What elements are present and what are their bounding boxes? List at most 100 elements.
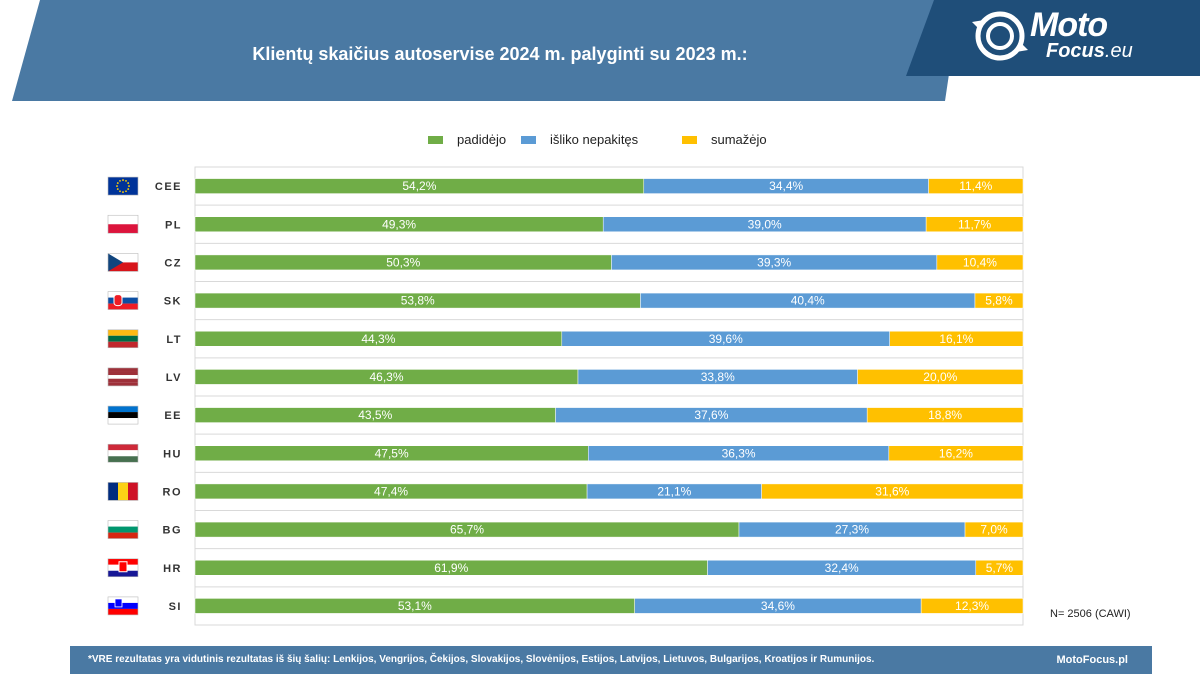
category-label: HU [163,448,182,460]
bar-segment [925,216,1024,232]
slovakia-flag-icon [108,291,138,310]
data-label: 39,0% [748,217,782,231]
data-label: 50,3% [386,255,420,269]
legend-item-decreased: sumažėjo [682,132,767,147]
data-label: 31,6% [875,484,909,498]
footer-site-link[interactable]: MotoFocus.pl [1056,654,1129,666]
logo-text-suffix: .eu [1104,40,1133,62]
hungary-flag-icon [108,444,138,463]
legend-item-increased: padidėjo [428,132,506,147]
chart-legend: padidėjo išliko nepakitęs sumažėjo [0,132,1200,152]
data-label: 10,4% [963,255,997,269]
slovenia-flag-icon [108,596,138,615]
data-label: 12,3% [955,599,989,613]
category-label: SI [169,601,182,613]
data-label: 47,4% [374,484,408,498]
legend-label-unchanged: išliko nepakitęs [550,132,639,147]
data-label: 34,6% [761,599,795,613]
data-label: 5,7% [986,561,1014,575]
data-label: 40,4% [791,294,825,308]
data-label: 16,2% [939,446,973,460]
data-label: 44,3% [361,332,395,346]
bar-segment [936,254,1024,271]
estonia-flag-icon [108,406,138,425]
bar-segment [928,178,1024,194]
romania-flag-icon-border [107,482,139,501]
bar-segment [974,292,1024,309]
romania-flag-icon [108,482,138,501]
slovakia-flag-icon-border [107,291,139,310]
logo-text-focus-bold: Focus [1046,40,1105,62]
data-label: 20,0% [923,370,957,384]
data-label: 46,3% [369,370,403,384]
czechia-flag-icon-border [107,253,139,272]
data-label: 61,9% [434,561,468,575]
data-label: 54,2% [402,179,436,193]
logo-band [906,0,1200,76]
bar-segment [889,331,1024,347]
poland-flag-icon-border [107,214,139,234]
legend-swatch-unchanged [521,135,536,144]
motofocus-logo-icon [972,11,1028,61]
data-label: 37,6% [694,408,728,422]
category-label: SK [164,296,182,308]
data-label: 36,3% [722,446,756,460]
poland-flag-icon [108,215,138,234]
lithuania-flag-icon-border [107,329,139,349]
page-title: Klientų skaičius autoservise 2024 m. pal… [252,44,748,64]
data-label: 53,1% [398,599,432,613]
bar-segment [857,369,1024,385]
legend-swatch-increased [428,135,443,144]
eu-flag-icon [108,177,138,196]
hungary-flag-icon-border [107,443,139,463]
eu-flag-icon-border [107,176,139,196]
logo-text-moto: Moto [1030,6,1108,44]
sample-size-note: N= 2506 (CAWI) [1050,608,1131,620]
data-label: 65,7% [450,523,484,537]
data-label: 11,7% [958,217,991,231]
data-label: 34,4% [769,179,803,193]
estonia-flag-icon-border [107,405,139,425]
bar-segment [964,521,1024,538]
category-label: LT [166,334,182,346]
slovenia-flag-icon-border [107,596,139,616]
bar-segment [888,445,1024,461]
data-label: 16,1% [939,332,973,346]
bar-segment [866,407,1024,423]
data-label: 27,3% [835,523,869,537]
header-band [12,0,960,101]
category-label: PL [165,219,182,231]
category-label: CZ [164,257,182,269]
latvia-flag-icon [108,367,138,386]
legend-swatch-decreased [682,135,697,144]
czechia-flag-icon [108,253,138,272]
data-label: 32,4% [825,561,859,575]
data-label: 5,8% [985,294,1013,308]
croatia-flag-icon-border [107,558,139,578]
data-label: 18,8% [928,408,962,422]
legend-item-unchanged: išliko nepakitęs [521,132,638,147]
lithuania-flag-icon [108,329,138,348]
logo-text-focus: Focus.eu [1046,40,1133,63]
data-label: 21,1% [657,484,691,498]
data-label: 7,0% [980,523,1008,537]
bar-segment [975,560,1024,576]
data-label: 47,5% [375,446,409,460]
category-label: BG [163,525,183,537]
category-label: EE [164,410,182,422]
data-label: 53,8% [401,294,435,308]
bar-segment [761,483,1024,500]
data-label: 39,6% [709,332,743,346]
legend-label-increased: padidėjo [457,132,507,147]
latvia-flag-icon-border [107,367,139,387]
data-label: 11,4% [959,179,992,193]
category-label: HR [163,563,182,575]
legend-label-decreased: sumažėjo [711,132,767,147]
footer-band: *VRE rezultatas yra vidutinis rezultatas… [70,646,1152,674]
category-label: LV [166,372,182,384]
category-label: RO [163,486,183,498]
data-label: 49,3% [382,217,416,231]
bulgaria-flag-icon [108,520,138,539]
data-label: 33,8% [701,370,735,384]
